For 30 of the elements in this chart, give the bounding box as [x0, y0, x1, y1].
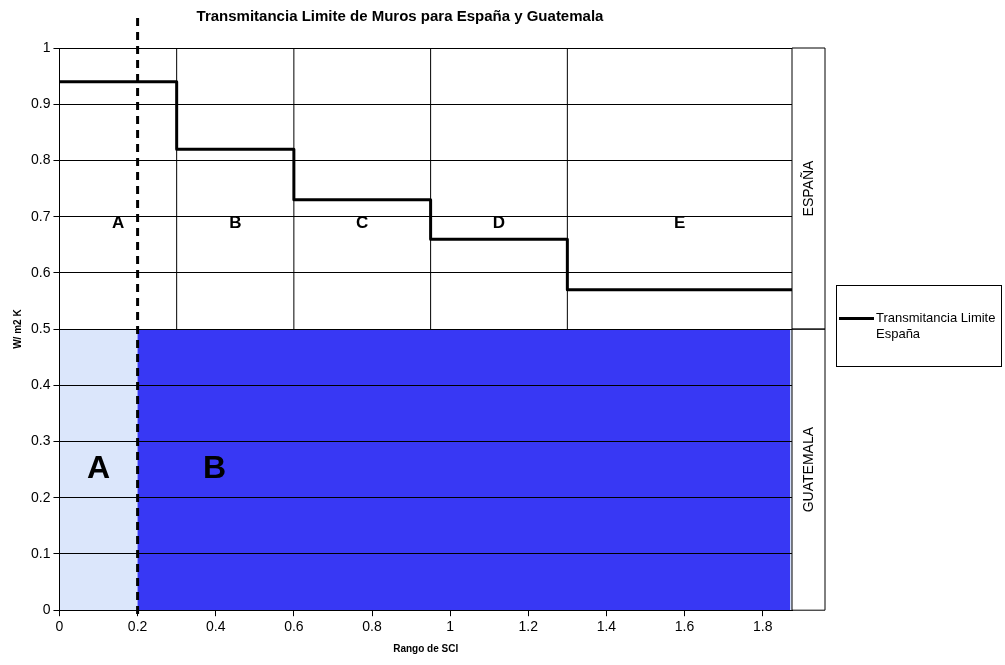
x-tick-label: 0.2 [127, 618, 148, 635]
y-axis-title: W/ m2 K [11, 308, 23, 349]
text: ESPAÑA [799, 160, 816, 217]
x-tick-label: 1 [446, 618, 455, 635]
y-tick-label: 0.6 [30, 263, 51, 280]
y-tick-label: 0.9 [30, 95, 51, 112]
band-label: B [203, 449, 227, 486]
y-tick-label: 0.2 [30, 488, 51, 505]
chart-title: Transmitancia Limite de Muros para España y Guatemala [196, 7, 605, 25]
annotation: A [111, 213, 125, 233]
y-tick-label: 0.8 [30, 151, 51, 168]
y-tick-label: 0.4 [30, 376, 51, 393]
x-axis-title: Rango de SCI [393, 642, 459, 654]
x-tick-label: 1.6 [674, 618, 695, 635]
y-tick-label: 0.7 [30, 207, 51, 224]
x-tick-label: 0.8 [362, 618, 382, 635]
legend-label: Transmitancia Limite España [876, 310, 996, 342]
y-tick-label: 0.5 [30, 319, 51, 336]
y-tick-label: 0.3 [30, 432, 51, 449]
x-tick-label: 0.6 [284, 618, 304, 635]
x-tick-label: 1.4 [596, 618, 617, 635]
y-tick-label: 0 [42, 601, 51, 618]
y-tick-label: 0.1 [30, 544, 51, 561]
band-label: GUATEMALA [799, 426, 816, 513]
x-tick-label: 0.4 [206, 618, 226, 635]
y-tick-label: 1 [42, 38, 51, 55]
x-tick-label: 1.8 [752, 618, 773, 635]
x-tick-label: 1.2 [518, 618, 539, 635]
x-tick-label: 0 [55, 618, 64, 635]
annotation: A [86, 449, 111, 486]
